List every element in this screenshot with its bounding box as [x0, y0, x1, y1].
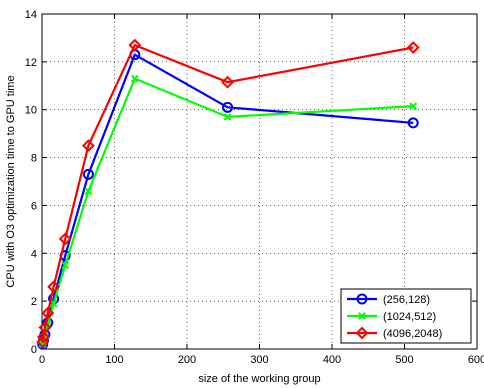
- legend-entry: (256,128): [347, 293, 430, 306]
- legend-marker: [355, 326, 369, 340]
- data-point: [221, 75, 235, 89]
- data-point: [407, 117, 419, 129]
- legend-marker: [358, 312, 366, 320]
- legend-entry: (1024,512): [347, 311, 436, 323]
- y-tick-label: 14: [25, 9, 37, 21]
- data-point: [222, 101, 234, 113]
- x-tick-label: 200: [178, 354, 196, 366]
- data-point: [223, 112, 232, 121]
- data-point: [82, 168, 94, 180]
- data-point: [409, 102, 418, 111]
- y-tick-label: 2: [31, 296, 37, 308]
- y-tick-label: 8: [31, 153, 37, 165]
- y-tick-label: 6: [31, 200, 37, 212]
- data-point: [84, 187, 93, 195]
- legend-marker: [356, 293, 368, 305]
- data-point: [58, 232, 72, 246]
- x-axis-label: size of the working group: [198, 373, 320, 385]
- x-tick-label: 500: [395, 354, 413, 366]
- data-point: [47, 280, 61, 294]
- x-tick-label: 0: [39, 354, 45, 366]
- x-tick-label: 600: [468, 354, 484, 366]
- x-tick-label: 100: [105, 354, 123, 366]
- data-point: [406, 41, 420, 54]
- data-point: [81, 139, 95, 153]
- y-tick-label: 4: [31, 248, 37, 260]
- y-axis-label: CPU with O3 optimization time to GPU tim…: [5, 75, 17, 287]
- data-point: [128, 38, 142, 52]
- legend-label: (4096,2048): [383, 328, 442, 340]
- data-point: [41, 306, 55, 320]
- data-point: [130, 74, 139, 83]
- y-tick-label: 10: [25, 105, 37, 117]
- x-tick-label: 400: [323, 354, 341, 366]
- y-tick-label: 12: [25, 57, 37, 69]
- legend-label: (256,128): [383, 294, 430, 306]
- x-tick-label: 300: [250, 354, 268, 366]
- series-3: [36, 38, 420, 349]
- y-tick-label: 0: [31, 344, 37, 356]
- data-point: [38, 321, 52, 334]
- data-point: [37, 330, 50, 344]
- legend-entry: (4096,2048): [347, 326, 442, 340]
- legend-label: (1024,512): [383, 311, 436, 323]
- data-point: [61, 261, 70, 270]
